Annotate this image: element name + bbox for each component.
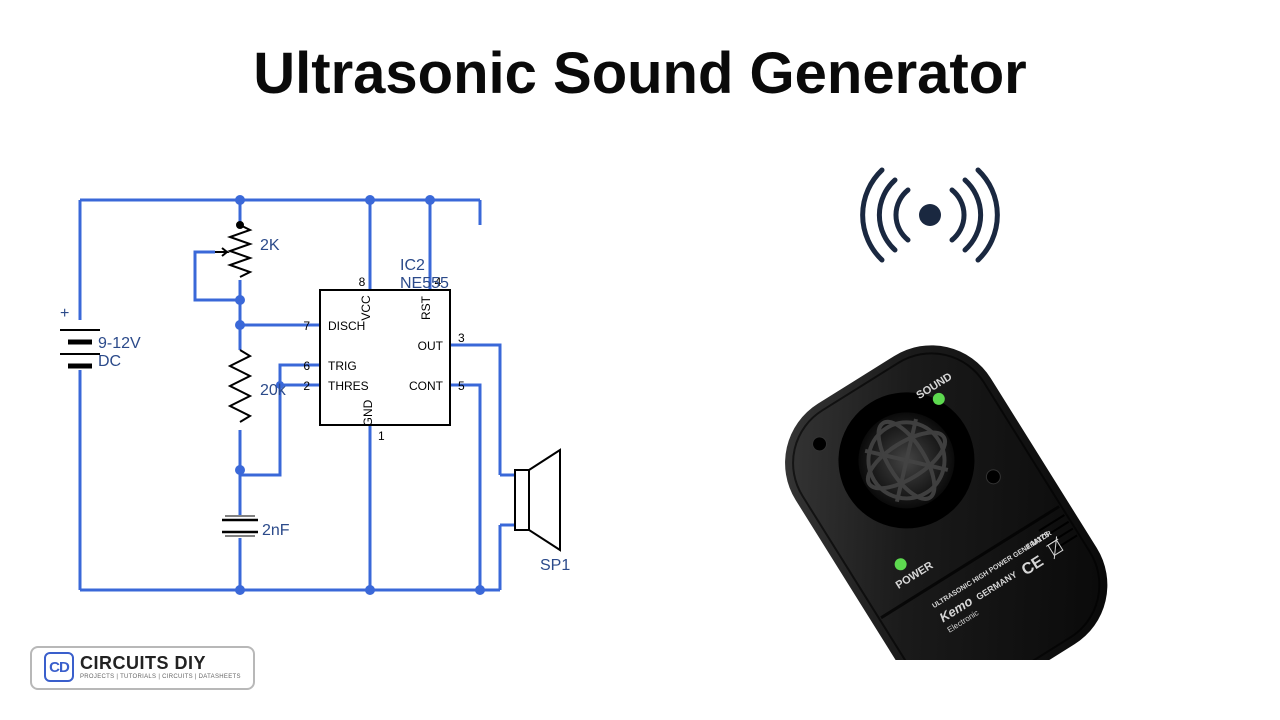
pin6-label: TRIG: [328, 359, 357, 373]
svg-text:7: 7: [303, 319, 310, 333]
page-title: Ultrasonic Sound Generator: [0, 40, 1280, 107]
battery-label1: 9-12V: [98, 335, 141, 352]
pin8-label: VCC: [359, 295, 373, 321]
ic-name1: IC2: [400, 257, 425, 274]
speaker-label: SP1: [540, 557, 570, 574]
pot-value: 2K: [260, 237, 280, 254]
sound-waves-icon: [840, 155, 1020, 275]
logo-badge: CD CIRCUITS DIY PROJECTS | TUTORIALS | C…: [30, 646, 255, 690]
svg-text:2: 2: [303, 379, 310, 393]
pin1-label: GND: [361, 399, 375, 426]
pin3-label: OUT: [418, 339, 444, 353]
battery-plus: +: [60, 305, 69, 322]
svg-text:3: 3: [458, 331, 465, 345]
pin5-label: CONT: [409, 379, 444, 393]
circuit-diagram: + 9-12V DC 2K 20k 2nF 7 6 2 3 5 8 4 1 DI: [40, 170, 580, 620]
logo-sub-text: PROJECTS | TUTORIALS | CIRCUITS | DATASH…: [80, 674, 241, 680]
ic-name2: NE555: [400, 275, 449, 292]
resistor-value: 20k: [260, 382, 287, 399]
cap-value: 2nF: [262, 522, 290, 539]
logo-mark: CD: [44, 652, 74, 682]
svg-text:1: 1: [378, 429, 385, 443]
pin4-label: RST: [419, 295, 433, 320]
pin2-label: THRES: [328, 379, 369, 393]
svg-text:5: 5: [458, 379, 465, 393]
device-photo: POWER SOUND ULTRASONIC HIGH POWER GENERA…: [700, 300, 1220, 660]
svg-text:6: 6: [303, 359, 310, 373]
logo-main-text: CIRCUITS DIY: [80, 654, 241, 672]
svg-text:8: 8: [359, 275, 366, 289]
battery-label2: DC: [98, 353, 121, 370]
